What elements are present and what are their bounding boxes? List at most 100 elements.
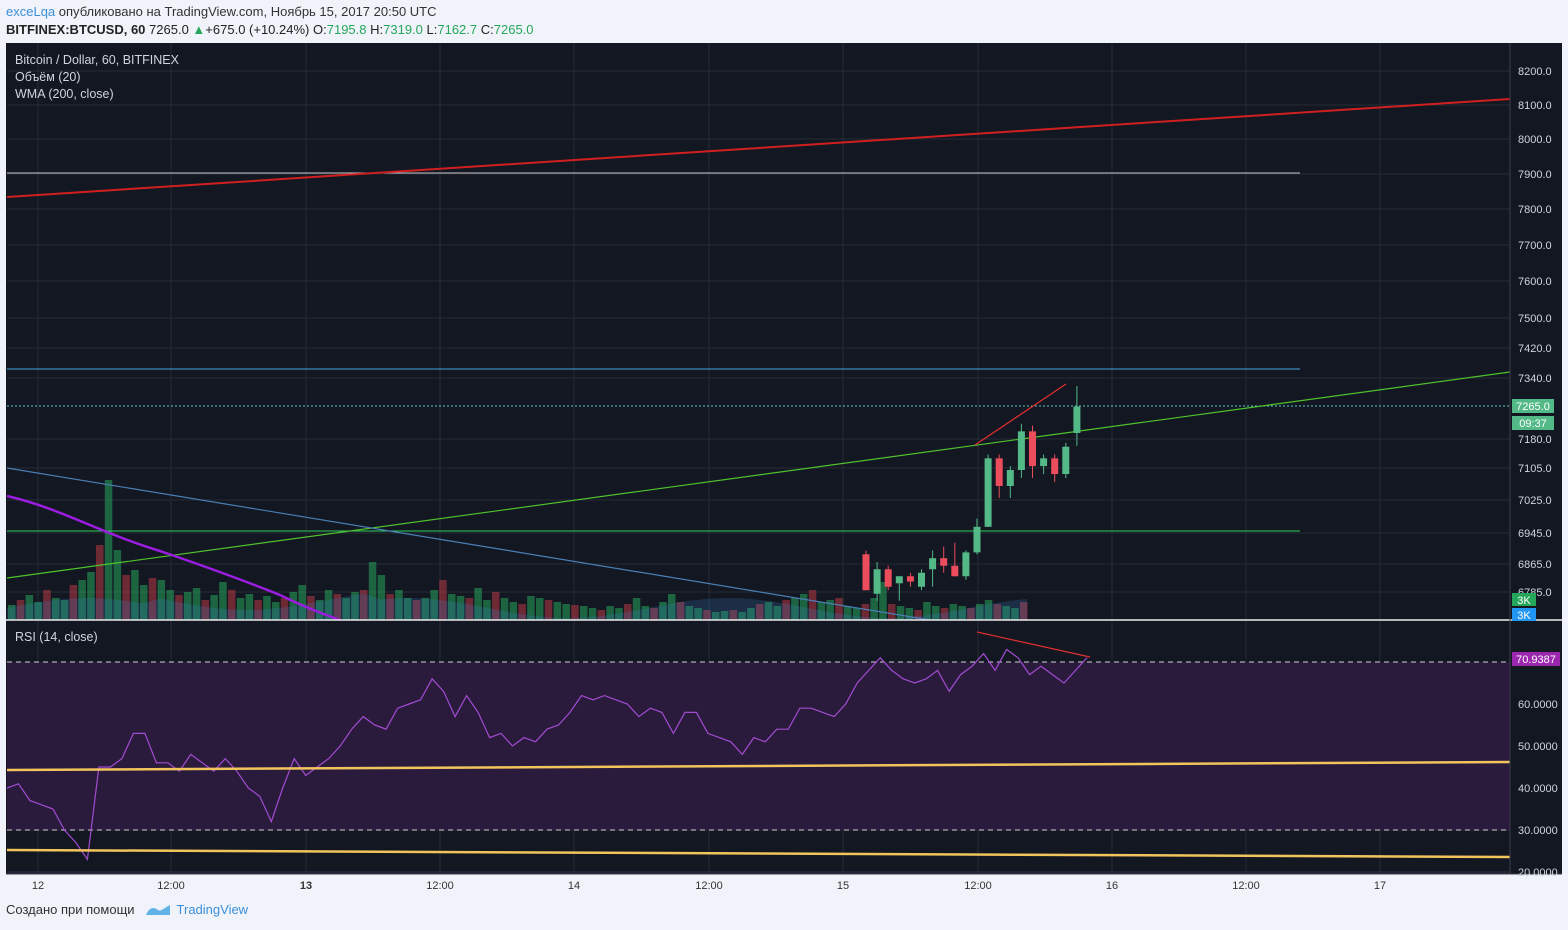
candle-body [973, 526, 981, 553]
tradingview-logo-icon[interactable] [145, 903, 171, 917]
volume-bar [668, 594, 676, 620]
volume-bar [984, 600, 993, 620]
tradingview-link[interactable]: TradingView [176, 902, 249, 917]
volume-bar [536, 598, 544, 620]
volume-bar [492, 592, 500, 620]
volume-bar [879, 582, 887, 620]
volume-bar [844, 606, 852, 620]
volume-bar [562, 604, 570, 620]
candle [1051, 454, 1059, 482]
volume-bar [404, 598, 412, 620]
open-label: O: [313, 22, 327, 37]
volume-bar [518, 604, 526, 620]
volume-bar [817, 602, 826, 620]
volume-bar [606, 606, 614, 620]
publish-info: exceLqa опубликовано на TradingView.com,… [6, 4, 437, 19]
volume-bar [439, 580, 447, 620]
volume-bar [25, 595, 34, 620]
countdown-label: 09:37 [1519, 418, 1547, 430]
volume-bar [852, 608, 861, 620]
volume-badge-1 [1512, 593, 1536, 606]
time-tick-label: 14 [568, 880, 580, 892]
volume-bar [131, 570, 139, 620]
price-axis[interactable]: 8200.0 8100.0 8000.0 7900.0 7800.0 7700.0 7600… [1518, 66, 1552, 599]
volume-bar [166, 590, 174, 620]
rsi-tick-label: 50.0000 [1518, 741, 1558, 753]
time-axis[interactable]: 12 12:00 13 12:00 14 12:00 15 12:00 16 12:00 17 [32, 880, 1386, 892]
rsi-axis[interactable]: 60.0000 50.0000 40.0000 30.0000 20.0000 [1518, 699, 1558, 879]
high-value: 7319.0 [383, 22, 423, 37]
volume-bar [791, 598, 799, 620]
volume-bar [923, 602, 931, 620]
volume-bar [368, 562, 377, 620]
volume-bar [69, 585, 78, 620]
rsi-tick-label: 60.0000 [1518, 699, 1558, 711]
chart-area[interactable]: Bitcoin / Dollar, 60, BITFINEX Объём (20… [0, 43, 1568, 893]
volume-bar [78, 580, 86, 620]
candle [1017, 423, 1025, 478]
volume-bar [289, 592, 298, 620]
volume-bar [342, 598, 350, 620]
volume-series [8, 480, 1028, 620]
volume-bar [395, 590, 403, 620]
volume-bar [421, 598, 430, 620]
volume-bar [553, 602, 562, 620]
candle [962, 550, 970, 580]
volume-bar [870, 598, 878, 620]
volume-bar [324, 590, 333, 620]
volume-bar [272, 602, 280, 620]
candle-body [929, 558, 937, 570]
volume-bar [465, 598, 474, 620]
time-tick-label: 12:00 [157, 880, 185, 892]
legend-rsi[interactable]: RSI (14, close) [15, 630, 98, 644]
legend-wma[interactable]: WMA (200, close) [15, 87, 114, 101]
volume-bar [571, 605, 579, 620]
volume-bar [694, 608, 702, 620]
candle-body [1062, 446, 1070, 474]
candle-body [895, 576, 903, 584]
volume-bar [456, 596, 465, 620]
candle-body [951, 565, 959, 577]
close-label: C: [480, 22, 494, 37]
volume-bar [351, 592, 359, 620]
volume-bar [1020, 602, 1028, 620]
candle-body [984, 458, 992, 527]
volume-bar [1002, 606, 1010, 620]
legend-title[interactable]: Bitcoin / Dollar, 60, BITFINEX [15, 53, 180, 67]
volume-bar [808, 590, 817, 620]
volume-bar [615, 608, 623, 620]
candle-body [962, 552, 970, 577]
volume-bar [245, 594, 254, 620]
volume-bar [87, 572, 95, 620]
volume-bar [650, 608, 658, 620]
high-label: H: [370, 22, 384, 37]
volume-bar [729, 610, 738, 620]
volume-bar [896, 606, 905, 620]
legend-volume[interactable]: Объём (20) [15, 70, 81, 84]
time-tick-label: 12:00 [695, 880, 723, 892]
volume-badge-2 [1512, 608, 1536, 621]
author-link[interactable]: exceLqa [6, 4, 56, 19]
price-tick-label: 7500.0 [1518, 313, 1552, 325]
candle [895, 576, 903, 601]
volume-bar [157, 580, 166, 620]
descending-trend-line [6, 467, 931, 621]
candle-body [873, 569, 881, 594]
volume-bar [60, 600, 69, 620]
volume-bar [993, 604, 1002, 620]
volume-bar [254, 600, 262, 620]
volume-bar [641, 606, 650, 620]
volume-bar [659, 602, 667, 620]
volume-bar [377, 575, 386, 620]
published-text: опубликовано на TradingView.com, Ноябрь … [58, 4, 437, 19]
volume-bar [184, 592, 192, 620]
volume-bar [782, 600, 790, 620]
volume-bar [747, 608, 755, 620]
volume-bar [52, 598, 60, 620]
candle [984, 454, 992, 527]
candle [862, 550, 870, 591]
volume-bar [263, 596, 271, 620]
volume-bar [500, 598, 509, 620]
volume-bar [430, 590, 438, 620]
volume-bar [624, 604, 632, 620]
